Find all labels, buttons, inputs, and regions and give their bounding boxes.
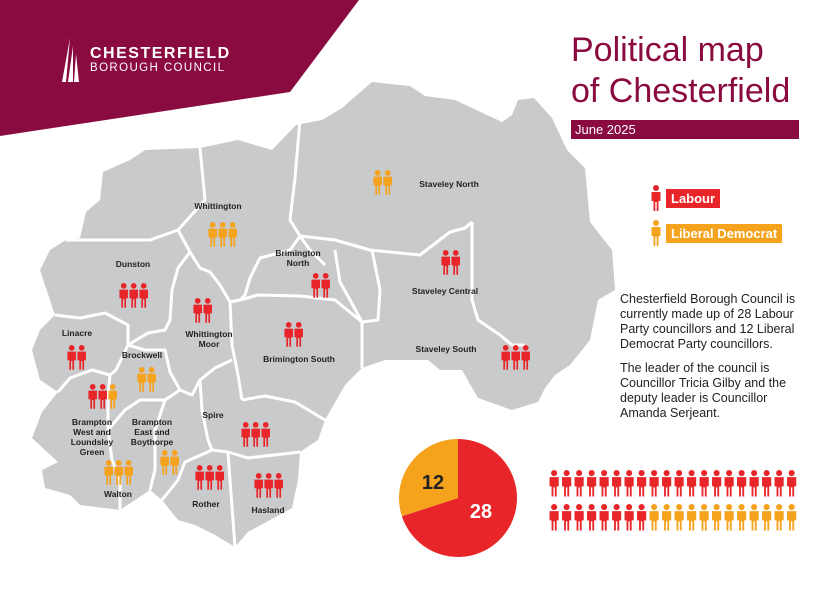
- councillor-labour-icon: [67, 345, 76, 370]
- ward-whittington-moor: Whittington Moor: [185, 298, 233, 349]
- libdem-person-icon: [651, 220, 661, 246]
- ward-label: Staveley South: [416, 344, 477, 354]
- councillor-libdem-icon: [208, 222, 217, 247]
- info-paragraph-leadership: The leader of the council is Councillor …: [620, 361, 787, 420]
- councillor-libdem-icon: [373, 170, 382, 195]
- ward-brampton-east-and-boythorpe: Brampton East and Boythorpe: [131, 417, 179, 475]
- ward-brampton-west-and-loundsley-green: Brampton West and Loundsley Green: [71, 384, 117, 457]
- ward-label: Spire: [202, 410, 224, 420]
- legend-libdem: Liberal Democrat: [650, 220, 783, 246]
- councillor-labour-icon: [441, 250, 450, 275]
- councillor-libdem-icon: [228, 222, 237, 247]
- councillor-labour-icon: [501, 345, 510, 370]
- borough-outline: [32, 82, 615, 547]
- ward-label: Walton: [104, 489, 132, 499]
- ward-label: Dunston: [116, 259, 150, 269]
- councillor-labour-icon: [521, 345, 530, 370]
- councillor-libdem-icon: [104, 460, 113, 485]
- councillor-libdem-icon: [160, 450, 169, 475]
- labour-legend-figure: [651, 185, 661, 211]
- councillor-labour-icon: [129, 283, 138, 308]
- ward-whittington: Whittington: [194, 201, 242, 247]
- ward-label: Whittington Moor: [185, 329, 232, 349]
- ward-linacre: Linacre: [62, 328, 93, 370]
- councillor-labour-icon: [254, 473, 263, 498]
- ward-staveley-north: Staveley North: [373, 170, 479, 195]
- ward-spire: Spire: [202, 410, 270, 447]
- councillor-libdem-icon: [147, 367, 156, 392]
- ward-staveley-central: Staveley Central: [412, 250, 478, 296]
- ward-label: Brampton East and Boythorpe: [131, 417, 174, 447]
- libdem-legend-figure: [651, 220, 661, 246]
- ward-label: Brampton West and Loundsley Green: [71, 417, 114, 457]
- logo-mark-icon: [62, 38, 79, 82]
- page-title: Political map of Chesterfield: [571, 30, 790, 112]
- ward-label: Rother: [192, 499, 220, 509]
- ward-brockwell: Brockwell: [122, 350, 162, 392]
- councillor-libdem-icon: [124, 460, 133, 485]
- ward-staveley-south: Staveley South: [416, 344, 530, 370]
- ward-label: Brimington North: [275, 248, 320, 268]
- ward-label: Linacre: [62, 328, 93, 338]
- councillor-libdem-icon: [137, 367, 146, 392]
- councillor-labour-icon: [261, 422, 270, 447]
- councillor-labour-icon: [311, 273, 320, 298]
- logo-line-2: BOROUGH COUNCIL: [90, 62, 226, 75]
- councillor-libdem-icon: [114, 460, 123, 485]
- ward-boundaries: [54, 119, 525, 548]
- councillor-libdem-icon: [108, 384, 117, 409]
- date-label: June 2025: [571, 120, 799, 139]
- councillor-labour-icon: [274, 473, 283, 498]
- title-line-2: of Chesterfield: [571, 72, 791, 110]
- councillor-labour-icon: [193, 298, 202, 323]
- councillor-labour-icon: [251, 422, 260, 447]
- councillor-labour-icon: [88, 384, 97, 409]
- logo-line-1: CHESTERFIELD: [90, 44, 231, 62]
- ward-label: Hasland: [251, 505, 284, 515]
- councillor-libdem-icon: [170, 450, 179, 475]
- legend-labour-label: Labour: [666, 188, 721, 208]
- councillor-labour-icon: [77, 345, 86, 370]
- councillor-labour-icon: [205, 465, 214, 490]
- ward-label: Brockwell: [122, 350, 162, 360]
- labour-person-icon: [651, 185, 661, 211]
- ward-label: Staveley North: [419, 179, 479, 189]
- ward-brimington-north: Brimington North: [275, 248, 330, 298]
- councillor-labour-icon: [321, 273, 330, 298]
- councillor-labour-icon: [264, 473, 273, 498]
- ward-rother: Rother: [192, 465, 224, 509]
- ward-walton: Walton: [104, 460, 133, 499]
- councillor-libdem-icon: [218, 222, 227, 247]
- ward-label: Brimington South: [263, 354, 335, 364]
- councillor-labour-icon: [511, 345, 520, 370]
- councillor-labour-icon: [139, 283, 148, 308]
- councillor-labour-icon: [241, 422, 250, 447]
- councillor-libdem-icon: [383, 170, 392, 195]
- ward-hasland: Hasland: [251, 473, 285, 515]
- info-paragraph-composition: Chesterfield Borough Council is currentl…: [620, 292, 796, 351]
- councillor-labour-icon: [119, 283, 128, 308]
- councillor-labour-icon: [294, 322, 303, 347]
- ward-label: Staveley Central: [412, 286, 478, 296]
- header-banner: [0, 0, 359, 136]
- ward-label: Whittington: [194, 201, 241, 211]
- councillor-labour-icon: [98, 384, 107, 409]
- council-logo: CHESTERFIELD BOROUGH COUNCIL: [60, 38, 231, 82]
- legend-labour: Labour: [650, 185, 721, 211]
- info-text: Chesterfield Borough Council is currentl…: [620, 292, 800, 430]
- legend-libdem-label: Liberal Democrat: [666, 223, 783, 243]
- councillor-labour-icon: [215, 465, 224, 490]
- councillor-labour-icon: [203, 298, 212, 323]
- ward-dunston: Dunston: [116, 259, 150, 308]
- councillor-labour-icon: [451, 250, 460, 275]
- ward-brimington-south: Brimington South: [263, 322, 335, 364]
- title-line-1: Political map: [571, 31, 764, 69]
- councillor-labour-icon: [195, 465, 204, 490]
- councillor-labour-icon: [284, 322, 293, 347]
